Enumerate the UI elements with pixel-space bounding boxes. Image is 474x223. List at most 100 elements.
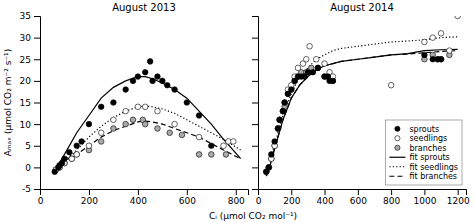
tick-mark bbox=[458, 189, 459, 195]
point bbox=[295, 65, 301, 71]
legend-label: fit sprouts bbox=[409, 153, 449, 162]
tick-label: 5 bbox=[25, 141, 31, 151]
point bbox=[196, 113, 202, 119]
axis bbox=[252, 17, 259, 190]
point bbox=[150, 78, 156, 84]
tick-mark bbox=[34, 124, 40, 125]
point bbox=[438, 56, 444, 62]
point bbox=[167, 130, 173, 136]
point bbox=[288, 87, 294, 93]
tick-mark bbox=[34, 146, 40, 147]
tick-label: 25 bbox=[20, 55, 31, 65]
tick-label: 0 bbox=[25, 163, 31, 173]
point bbox=[123, 87, 129, 93]
tick-label: 600 bbox=[179, 196, 196, 206]
legend-entry: seedlings bbox=[395, 134, 447, 143]
tick: 800 bbox=[383, 189, 400, 206]
axis-line bbox=[41, 190, 249, 196]
tick: 15 bbox=[20, 98, 40, 108]
tick: 10 bbox=[20, 120, 40, 130]
tick-mark bbox=[358, 189, 359, 195]
tick-label: 400 bbox=[316, 196, 333, 206]
legend-line bbox=[389, 166, 405, 167]
point bbox=[422, 52, 428, 58]
point bbox=[288, 87, 294, 93]
tick-label: 0 bbox=[38, 196, 44, 206]
tick bbox=[252, 124, 258, 125]
tick-label: 400 bbox=[130, 196, 147, 206]
tick-mark bbox=[236, 189, 237, 195]
point bbox=[430, 35, 436, 41]
point bbox=[280, 108, 286, 114]
point bbox=[315, 65, 321, 71]
point bbox=[130, 117, 136, 123]
point bbox=[86, 143, 92, 149]
point bbox=[455, 16, 461, 19]
point-series bbox=[264, 16, 461, 175]
tick: 400 bbox=[130, 189, 147, 206]
point bbox=[322, 61, 328, 67]
tick-mark bbox=[252, 124, 258, 125]
point bbox=[179, 132, 185, 138]
tick: 35 bbox=[20, 11, 40, 21]
fit-line bbox=[55, 121, 241, 169]
point bbox=[438, 56, 444, 62]
tick: 600 bbox=[179, 189, 196, 206]
point bbox=[98, 104, 104, 110]
point bbox=[172, 121, 178, 127]
tick-mark bbox=[34, 103, 40, 104]
point bbox=[74, 152, 80, 158]
point bbox=[196, 152, 202, 158]
tick-label: 800 bbox=[228, 196, 245, 206]
tick-mark bbox=[34, 81, 40, 82]
tick-label: 10 bbox=[20, 120, 32, 130]
point bbox=[277, 117, 283, 123]
tick-mark bbox=[325, 189, 326, 195]
point bbox=[130, 78, 136, 84]
tick: 25 bbox=[20, 55, 40, 65]
point bbox=[307, 43, 313, 49]
point bbox=[231, 139, 237, 145]
tick-mark bbox=[252, 38, 258, 39]
point bbox=[196, 134, 202, 140]
legend-frame bbox=[385, 120, 462, 185]
tick-mark bbox=[252, 189, 258, 190]
point bbox=[310, 69, 316, 75]
tick-mark bbox=[291, 189, 292, 195]
legend: sproutsseedlingsbranchesfit sproutsfit s… bbox=[385, 120, 462, 185]
point bbox=[280, 108, 286, 114]
fit-line bbox=[266, 51, 457, 176]
point bbox=[69, 156, 75, 162]
legend-label: seedlings bbox=[409, 134, 447, 143]
point bbox=[280, 108, 286, 114]
tick: 5 bbox=[25, 141, 40, 151]
legend-entry: fit branches bbox=[389, 172, 457, 181]
point bbox=[79, 139, 85, 145]
tick-mark bbox=[252, 59, 258, 60]
point bbox=[275, 126, 281, 132]
point bbox=[62, 156, 68, 162]
panel-title: August 2013 bbox=[112, 2, 176, 13]
point bbox=[111, 126, 117, 132]
tick-label: 0 bbox=[256, 196, 262, 206]
tick-label: 600 bbox=[350, 196, 367, 206]
legend-label: branches bbox=[409, 144, 446, 153]
point bbox=[266, 165, 272, 171]
point bbox=[123, 121, 129, 127]
point bbox=[147, 59, 153, 65]
legend-line bbox=[389, 157, 405, 158]
tick: 400 bbox=[316, 189, 333, 206]
point bbox=[160, 78, 166, 84]
point bbox=[184, 100, 190, 106]
point bbox=[98, 139, 104, 145]
axis-line bbox=[259, 190, 467, 196]
point bbox=[388, 82, 394, 88]
point bbox=[67, 149, 73, 155]
tick: 0 bbox=[256, 189, 262, 206]
point bbox=[111, 117, 117, 123]
point bbox=[123, 108, 129, 114]
tick-label: 1000 bbox=[413, 196, 436, 206]
point bbox=[422, 39, 428, 45]
panel-title: August 2014 bbox=[330, 2, 394, 13]
tick: 200 bbox=[81, 189, 98, 206]
